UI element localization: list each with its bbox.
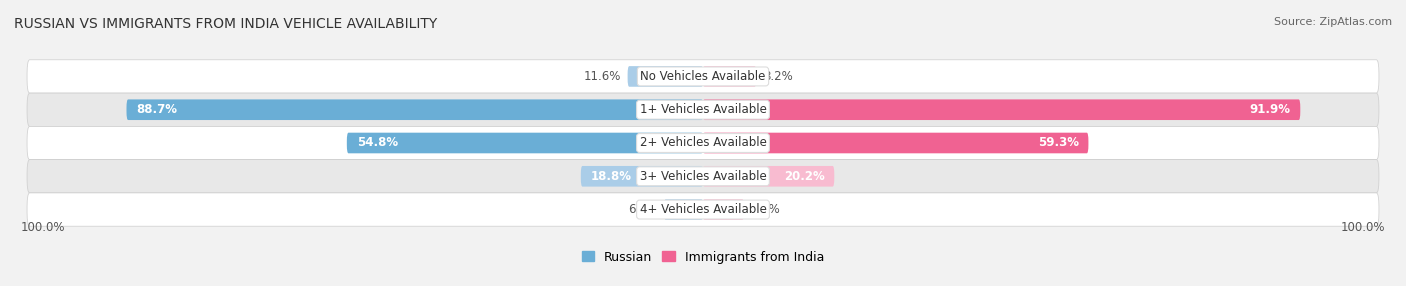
FancyBboxPatch shape <box>27 93 1379 126</box>
Text: 59.3%: 59.3% <box>1038 136 1078 150</box>
Text: 20.2%: 20.2% <box>783 170 824 183</box>
Text: 1+ Vehicles Available: 1+ Vehicles Available <box>640 103 766 116</box>
Text: 18.8%: 18.8% <box>591 170 631 183</box>
FancyBboxPatch shape <box>127 100 703 120</box>
Text: 4+ Vehicles Available: 4+ Vehicles Available <box>640 203 766 216</box>
Text: No Vehicles Available: No Vehicles Available <box>640 70 766 83</box>
FancyBboxPatch shape <box>664 199 703 220</box>
FancyBboxPatch shape <box>27 160 1379 193</box>
FancyBboxPatch shape <box>627 66 703 87</box>
FancyBboxPatch shape <box>27 60 1379 93</box>
Text: 100.0%: 100.0% <box>21 221 65 234</box>
FancyBboxPatch shape <box>581 166 703 186</box>
Text: 54.8%: 54.8% <box>357 136 398 150</box>
Text: 6.0%: 6.0% <box>627 203 658 216</box>
FancyBboxPatch shape <box>703 133 1088 153</box>
Text: 100.0%: 100.0% <box>1341 221 1385 234</box>
Text: 6.3%: 6.3% <box>751 203 780 216</box>
FancyBboxPatch shape <box>703 199 744 220</box>
Text: 8.2%: 8.2% <box>763 70 793 83</box>
Text: 3+ Vehicles Available: 3+ Vehicles Available <box>640 170 766 183</box>
Text: 91.9%: 91.9% <box>1250 103 1291 116</box>
FancyBboxPatch shape <box>27 193 1379 226</box>
FancyBboxPatch shape <box>703 66 756 87</box>
Text: 2+ Vehicles Available: 2+ Vehicles Available <box>640 136 766 150</box>
Text: 11.6%: 11.6% <box>583 70 621 83</box>
Text: 88.7%: 88.7% <box>136 103 177 116</box>
FancyBboxPatch shape <box>347 133 703 153</box>
FancyBboxPatch shape <box>703 100 1301 120</box>
Legend: Russian, Immigrants from India: Russian, Immigrants from India <box>576 246 830 269</box>
Text: Source: ZipAtlas.com: Source: ZipAtlas.com <box>1274 17 1392 27</box>
FancyBboxPatch shape <box>703 166 834 186</box>
FancyBboxPatch shape <box>27 126 1379 160</box>
Text: RUSSIAN VS IMMIGRANTS FROM INDIA VEHICLE AVAILABILITY: RUSSIAN VS IMMIGRANTS FROM INDIA VEHICLE… <box>14 17 437 31</box>
